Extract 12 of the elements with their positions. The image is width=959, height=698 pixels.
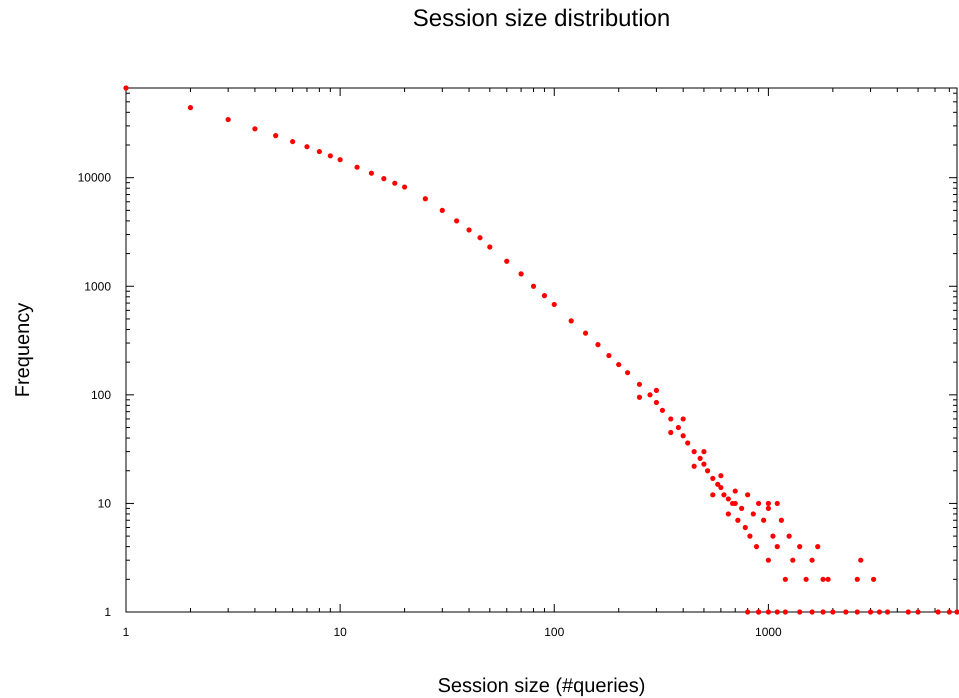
y-axis-title: Frequency [12,302,34,398]
x-tick-label: 1 [122,625,130,639]
chart-title: Session size distribution [412,5,670,32]
y-tick-label: 10 [98,496,112,510]
y-tick-label: 100 [90,388,112,402]
x-tick-label: 10 [333,625,348,639]
y-tick-label: 1 [104,605,112,619]
y-tick-label: 1000 [84,279,112,294]
x-tick-label: 100 [544,625,565,639]
x-axis-title: Session size (#queries) [438,675,646,697]
y-tick-label: 10000 [78,170,112,185]
x-tick-label: 1000 [755,625,782,639]
